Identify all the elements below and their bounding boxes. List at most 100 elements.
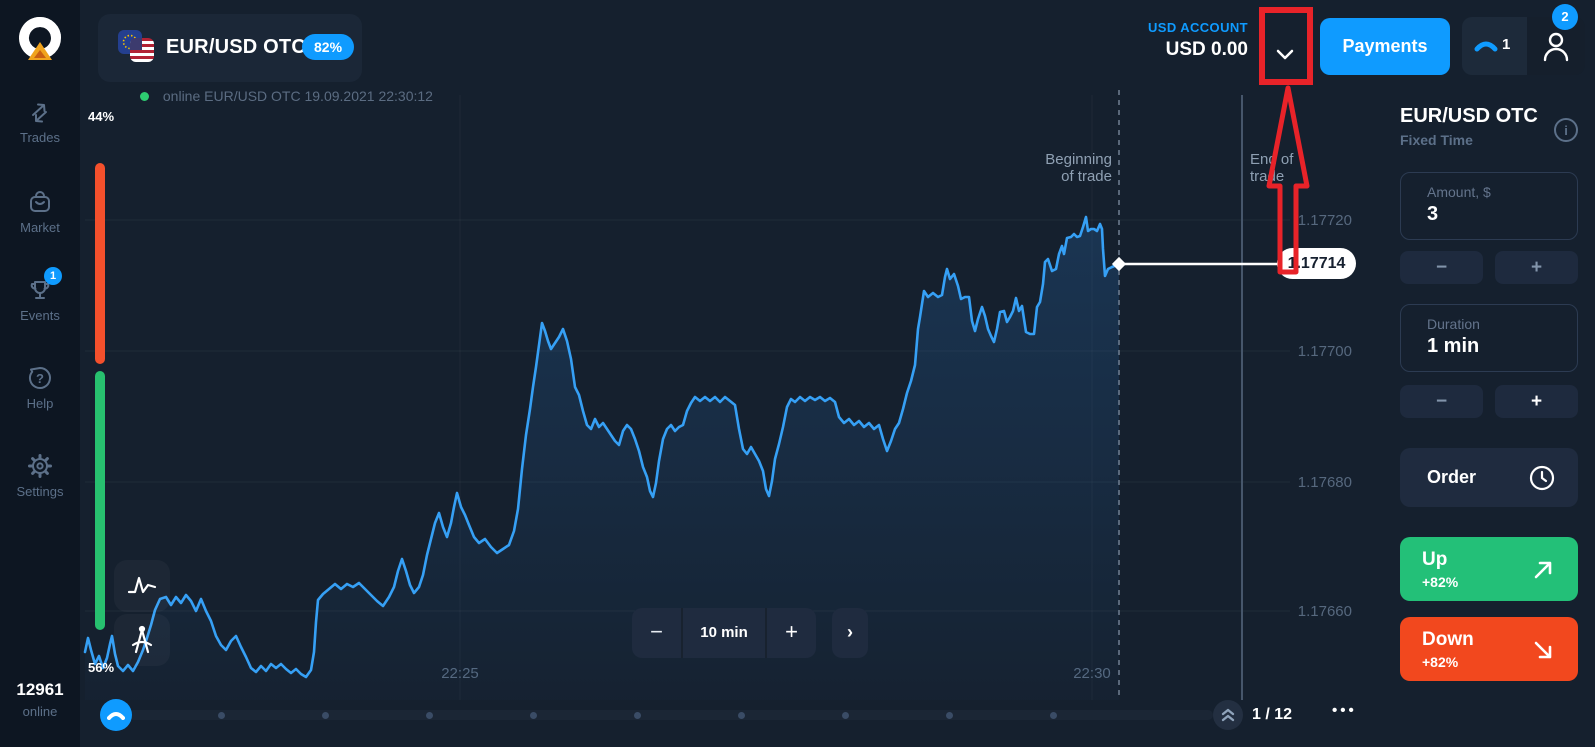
amount-label: Amount, $	[1427, 184, 1491, 200]
amount-plus-button[interactable]: +	[1495, 251, 1578, 284]
sidebar-item-market[interactable]: Market	[0, 188, 80, 235]
duration-field[interactable]: Duration 1 min	[1400, 304, 1578, 372]
order-button[interactable]: Order	[1400, 448, 1578, 507]
svg-text:1.17680: 1.17680	[1298, 474, 1352, 491]
svg-text:1.17720: 1.17720	[1298, 212, 1352, 229]
asset-selector[interactable]: EUR/USD OTC 82%	[98, 14, 362, 82]
trade-panel-title: EUR/USD OTC	[1400, 105, 1538, 127]
notifications-badge: 2	[1552, 4, 1578, 30]
end-of-trade-label: End of trade	[1250, 151, 1294, 185]
duration-minus-button[interactable]: −	[1400, 385, 1483, 418]
duration-plus-button[interactable]: +	[1495, 385, 1578, 418]
advisors-button[interactable]: 1	[1462, 17, 1527, 75]
svg-text:?: ?	[36, 371, 44, 386]
sidebar-item-trades[interactable]: Trades	[0, 100, 80, 145]
app-logo[interactable]	[18, 16, 62, 77]
online-counter: 12961 online	[0, 680, 80, 719]
track-dot	[1050, 712, 1057, 719]
sidebar-item-help[interactable]: ? Help	[0, 364, 80, 411]
profile-button[interactable]	[1527, 17, 1585, 75]
sidebar-item-events[interactable]: 1 Events	[0, 267, 80, 323]
advisor-profile-group: 1	[1462, 17, 1585, 75]
pair-name: EUR/USD OTC	[166, 36, 306, 58]
arrow-up-right-icon	[1534, 561, 1552, 579]
online-count-value: 12961	[16, 680, 64, 699]
usd-flag-icon	[130, 38, 154, 62]
scrollbar-knob[interactable]	[100, 699, 132, 731]
account-switcher[interactable]: USD ACCOUNT USD 0.00	[1148, 20, 1248, 61]
track-dot	[738, 712, 745, 719]
account-type-label: USD ACCOUNT	[1148, 20, 1248, 35]
sidebar-item-label: Help	[26, 396, 54, 411]
market-bag-icon	[30, 191, 50, 212]
sentiment-bar-sell	[95, 163, 105, 364]
chart-type-button[interactable]	[114, 560, 170, 612]
track-dot	[946, 712, 953, 719]
up-payout: +82%	[1422, 573, 1459, 590]
advisor-hat-icon	[1474, 41, 1498, 52]
sentiment-bar-buy	[95, 371, 105, 630]
sparkline-icon	[127, 576, 157, 594]
beginning-of-trade-label: Beginning of trade	[1045, 151, 1112, 185]
track-dot	[842, 712, 849, 719]
sidebar: Trades Market 1 Events	[0, 0, 80, 747]
track-dot	[426, 712, 433, 719]
connection-status: online EUR/USD OTC 19.09.2021 22:30:12	[140, 88, 433, 104]
events-badge: 1	[44, 267, 62, 285]
track-dot	[322, 712, 329, 719]
duration-label: Duration	[1427, 316, 1480, 332]
double-chevron-up-icon	[1221, 708, 1235, 722]
sidebar-item-settings[interactable]: Settings	[0, 452, 80, 499]
indicators-button[interactable]	[114, 614, 170, 666]
sidebar-item-label: Events	[20, 308, 60, 323]
arrow-down-right-icon	[1534, 641, 1552, 659]
payout-badge: 82%	[302, 34, 355, 60]
sidebar-item-label: Trades	[20, 130, 60, 145]
svg-text:1.17700: 1.17700	[1298, 343, 1352, 360]
timeframe-control: − 10 min +	[632, 608, 816, 658]
pair-flags	[118, 28, 162, 68]
clock-icon	[1529, 465, 1555, 491]
up-label: Up	[1422, 548, 1448, 570]
down-label: Down	[1422, 628, 1474, 650]
online-count-label: online	[22, 704, 58, 719]
chart-scrollbar-track[interactable]	[128, 710, 1213, 720]
more-options-button[interactable]: •••	[1332, 702, 1357, 719]
scroll-forward-button[interactable]: ›	[832, 608, 868, 658]
up-button[interactable]: Up +82%	[1400, 537, 1578, 601]
jump-to-live-button[interactable]	[1213, 700, 1243, 730]
svg-text:1.17660: 1.17660	[1298, 603, 1352, 620]
timeframe-value[interactable]: 10 min	[681, 608, 767, 658]
knob-hat-icon	[107, 712, 125, 720]
account-chevron-down-icon[interactable]	[1276, 48, 1294, 66]
sidebar-item-label: Settings	[16, 484, 64, 499]
down-payout: +82%	[1422, 653, 1459, 670]
drawing-compass-icon	[131, 625, 153, 654]
amount-field[interactable]: Amount, $ 3	[1400, 172, 1578, 240]
payments-button[interactable]: Payments	[1320, 18, 1450, 75]
info-icon[interactable]: i	[1553, 117, 1579, 148]
account-balance: USD 0.00	[1165, 39, 1248, 60]
sidebar-item-label: Market	[20, 220, 60, 235]
track-dot	[530, 712, 537, 719]
track-dot	[634, 712, 641, 719]
timeframe-plus-button[interactable]: +	[767, 608, 816, 658]
duration-value: 1 min	[1427, 335, 1480, 357]
sentiment-up-percent: 44%	[88, 109, 115, 124]
current-price-pill: 1.17714	[1277, 248, 1356, 279]
trades-arrows-icon	[32, 103, 47, 123]
profile-person-icon	[1543, 32, 1569, 62]
online-dot-icon	[140, 92, 149, 101]
advisors-count: 1	[1502, 36, 1511, 53]
help-icon: ?	[29, 367, 51, 389]
down-button[interactable]: Down +82%	[1400, 617, 1578, 681]
timeframe-minus-button[interactable]: −	[632, 608, 681, 658]
status-text: online EUR/USD OTC 19.09.2021 22:30:12	[162, 88, 433, 104]
trade-panel-subtitle: Fixed Time	[1400, 132, 1473, 148]
page-indicator: 1 / 12	[1252, 706, 1293, 723]
sentiment-down-percent: 56%	[88, 660, 115, 675]
amount-minus-button[interactable]: −	[1400, 251, 1483, 284]
svg-text:i: i	[1564, 123, 1568, 138]
amount-value: 3	[1427, 203, 1439, 225]
